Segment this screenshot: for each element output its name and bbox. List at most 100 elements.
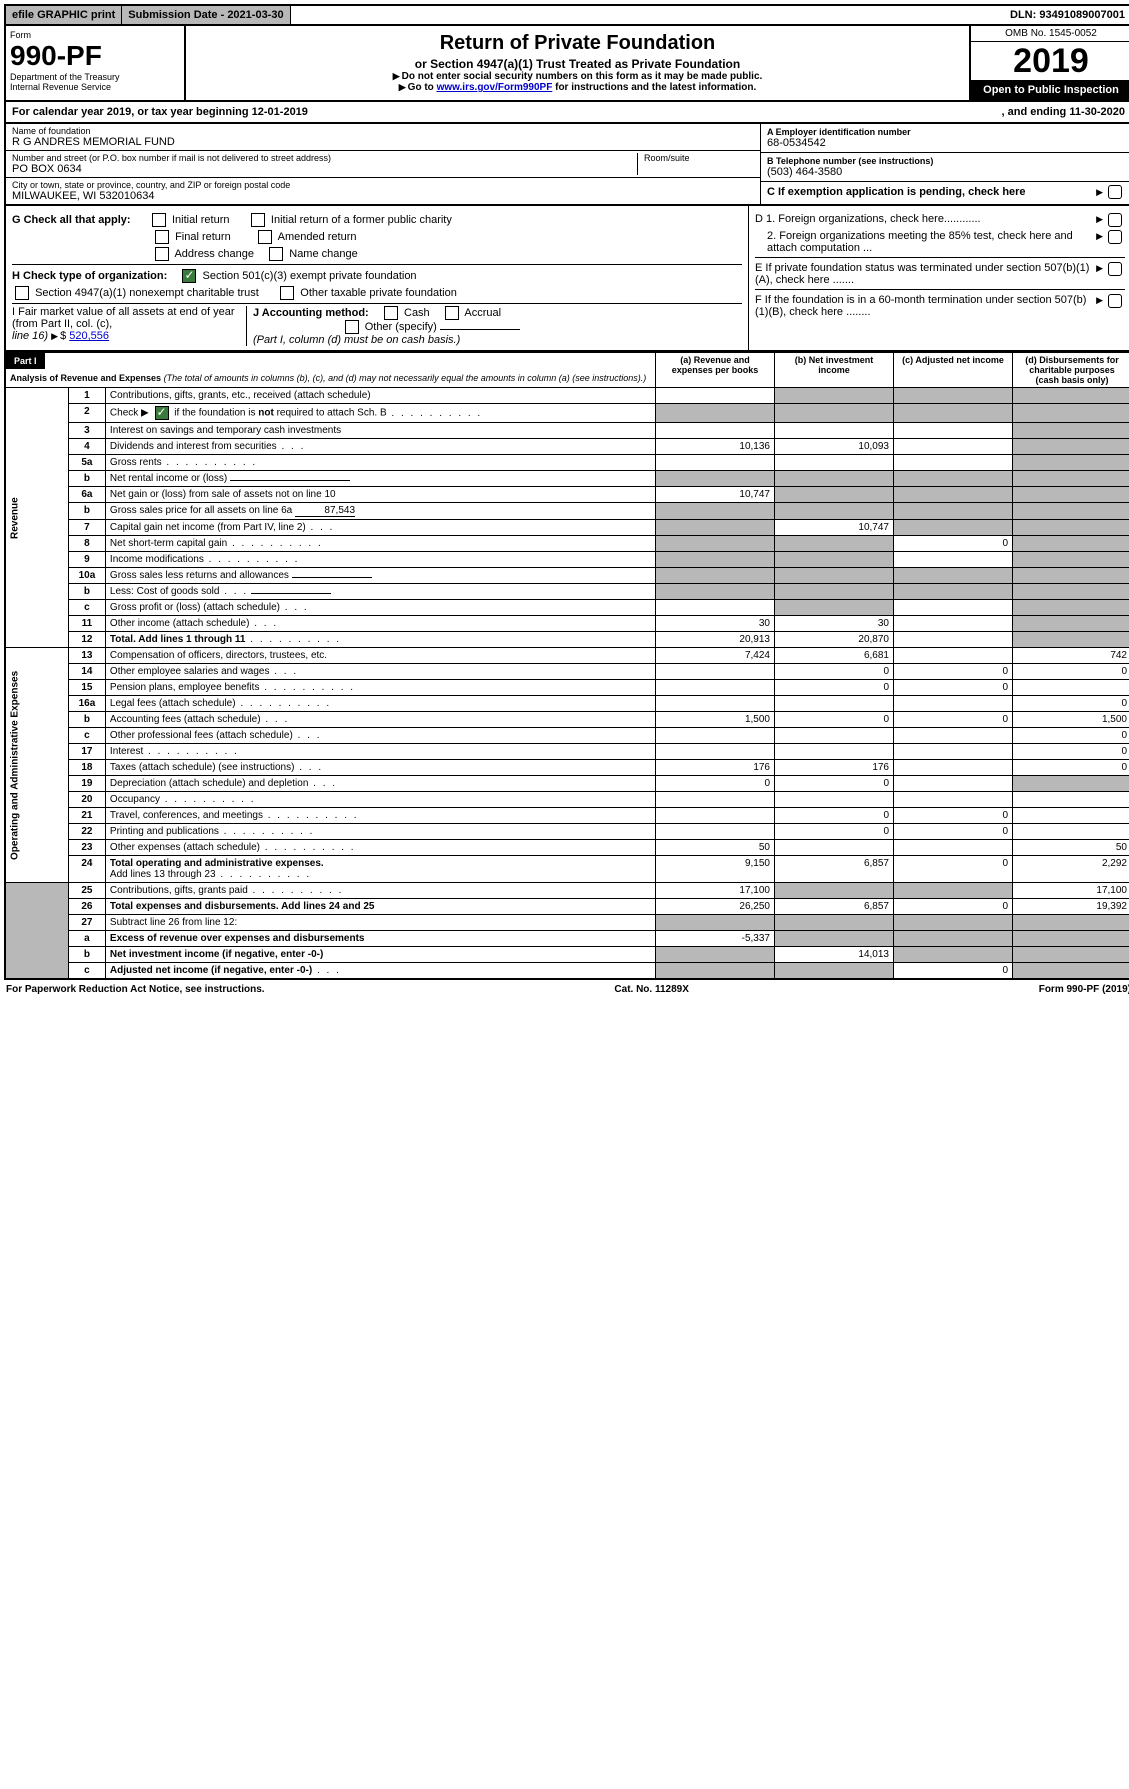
- page-footer: For Paperwork Reduction Act Notice, see …: [4, 980, 1129, 999]
- j-cash: Cash: [404, 307, 430, 319]
- e-checkbox[interactable]: [1108, 262, 1122, 276]
- g-addr-change: Address change: [174, 248, 254, 260]
- g-amended: Amended return: [278, 231, 357, 243]
- amended-checkbox[interactable]: [258, 230, 272, 244]
- table-row: 12Total. Add lines 1 through 1120,91320,…: [5, 632, 1129, 648]
- table-row: 3Interest on savings and temporary cash …: [5, 423, 1129, 439]
- table-row: cOther professional fees (attach schedul…: [5, 728, 1129, 744]
- h-501: Section 501(c)(3) exempt private foundat…: [203, 270, 417, 282]
- table-row: 14Other employee salaries and wages000: [5, 664, 1129, 680]
- tax-year: 2019: [971, 42, 1129, 80]
- omb-number: OMB No. 1545-0052: [971, 26, 1129, 42]
- initial-former-checkbox[interactable]: [251, 213, 265, 227]
- id-right: A Employer identification number 68-0534…: [760, 124, 1129, 204]
- final-checkbox[interactable]: [155, 230, 169, 244]
- efile-label: efile GRAPHIC print: [6, 6, 122, 24]
- table-row: 5aGross rents: [5, 455, 1129, 471]
- d1-label: D 1. Foreign organizations, check here..…: [755, 213, 1096, 227]
- arrow-icon: [1096, 294, 1105, 318]
- accrual-checkbox[interactable]: [445, 306, 459, 320]
- form-title: Return of Private Foundation: [194, 32, 961, 55]
- g-initial-former: Initial return of a former public charit…: [271, 214, 452, 226]
- addr-change-checkbox[interactable]: [155, 247, 169, 261]
- table-row: 9Income modifications: [5, 552, 1129, 568]
- section-g-left: G Check all that apply: Initial return I…: [6, 206, 749, 350]
- part1-title: Analysis of Revenue and Expenses: [10, 373, 161, 383]
- submission-date: Submission Date - 2021-03-30: [122, 6, 290, 24]
- table-row: 2Check ▶ if the foundation is not requir…: [5, 404, 1129, 423]
- cal-year-begin: For calendar year 2019, or tax year begi…: [12, 106, 1002, 118]
- i-label: I Fair market value of all assets at end…: [12, 306, 235, 330]
- top-bar: efile GRAPHIC print Submission Date - 20…: [4, 4, 1129, 26]
- f-label: F If the foundation is in a 60-month ter…: [755, 294, 1096, 318]
- h-4947: Section 4947(a)(1) nonexempt charitable …: [35, 287, 259, 299]
- addr-label: Number and street (or P.O. box number if…: [12, 153, 637, 163]
- irs-label: Internal Revenue Service: [10, 82, 180, 92]
- header-mid: Return of Private Foundation or Section …: [186, 26, 971, 100]
- table-row: 19Depreciation (attach schedule) and dep…: [5, 776, 1129, 792]
- table-row: bNet investment income (if negative, ent…: [5, 947, 1129, 963]
- table-row: 21Travel, conferences, and meetings00: [5, 808, 1129, 824]
- j-note: (Part I, column (d) must be on cash basi…: [253, 334, 460, 346]
- identity-block: Name of foundation R G ANDRES MEMORIAL F…: [4, 124, 1129, 206]
- open-inspection: Open to Public Inspection: [971, 80, 1129, 100]
- ein-label: A Employer identification number: [767, 127, 1125, 137]
- c-checkbox[interactable]: [1108, 185, 1122, 199]
- table-row: 26Total expenses and disbursements. Add …: [5, 899, 1129, 915]
- e-label: E If private foundation status was termi…: [755, 262, 1096, 286]
- ein-value: 68-0534542: [767, 137, 1125, 149]
- tel-value: (503) 464-3580: [767, 166, 1125, 178]
- sch-b-checkbox[interactable]: [155, 406, 169, 420]
- table-row: 10aGross sales less returns and allowanc…: [5, 568, 1129, 584]
- table-row: Revenue 1Contributions, gifts, grants, e…: [5, 388, 1129, 404]
- footer-right: Form 990-PF (2019): [1039, 984, 1129, 995]
- addr-value: PO BOX 0634: [12, 163, 637, 175]
- arrow-icon: [1096, 262, 1105, 286]
- arrow-icon: [1096, 213, 1105, 227]
- form-subtitle: or Section 4947(a)(1) Trust Treated as P…: [194, 57, 961, 71]
- col-b-head: (b) Net investment income: [775, 353, 894, 388]
- dept-label: Department of the Treasury: [10, 72, 180, 82]
- other-spec-checkbox[interactable]: [345, 320, 359, 334]
- instr-link[interactable]: www.irs.gov/Form990PF: [437, 82, 553, 93]
- name-change-checkbox[interactable]: [269, 247, 283, 261]
- i-amount[interactable]: 520,556: [69, 330, 109, 342]
- footer-mid: Cat. No. 11289X: [614, 984, 688, 995]
- table-row: 27Subtract line 26 from line 12:: [5, 915, 1129, 931]
- table-row: Operating and Administrative Expenses 13…: [5, 648, 1129, 664]
- col-c-head: (c) Adjusted net income: [894, 353, 1013, 388]
- instr2-pre: Go to: [408, 82, 437, 93]
- s4947-checkbox[interactable]: [15, 286, 29, 300]
- cash-checkbox[interactable]: [384, 306, 398, 320]
- part1-note: (The total of amounts in columns (b), (c…: [164, 373, 647, 383]
- table-row: 18Taxes (attach schedule) (see instructi…: [5, 760, 1129, 776]
- table-row: 8Net short-term capital gain0: [5, 536, 1129, 552]
- d2-checkbox[interactable]: [1108, 230, 1122, 244]
- city-value: MILWAUKEE, WI 532010634: [12, 190, 754, 202]
- initial-checkbox[interactable]: [152, 213, 166, 227]
- d1-checkbox[interactable]: [1108, 213, 1122, 227]
- table-row: cGross profit or (loss) (attach schedule…: [5, 600, 1129, 616]
- form-label: Form: [10, 30, 180, 40]
- table-row: 22Printing and publications00: [5, 824, 1129, 840]
- arrow-icon: [1096, 230, 1105, 254]
- part1-label: Part I: [6, 353, 45, 369]
- table-row: 6aNet gain or (loss) from sale of assets…: [5, 487, 1129, 503]
- other-tax-checkbox[interactable]: [280, 286, 294, 300]
- dln: DLN: 93491089007001: [1004, 6, 1129, 24]
- name-label: Name of foundation: [12, 126, 754, 136]
- col-a-head: (a) Revenue and expenses per books: [656, 353, 775, 388]
- header-left: Form 990-PF Department of the Treasury I…: [6, 26, 186, 100]
- table-row: 7Capital gain net income (from Part IV, …: [5, 520, 1129, 536]
- f-checkbox[interactable]: [1108, 294, 1122, 308]
- footer-left: For Paperwork Reduction Act Notice, see …: [6, 984, 265, 995]
- table-row: 24Total operating and administrative exp…: [5, 856, 1129, 883]
- h-other: Other taxable private foundation: [300, 287, 457, 299]
- section-g-right: D 1. Foreign organizations, check here..…: [749, 206, 1129, 350]
- table-row: 23Other expenses (attach schedule)5050: [5, 840, 1129, 856]
- table-row: 4Dividends and interest from securities1…: [5, 439, 1129, 455]
- h-label: H Check type of organization:: [12, 270, 167, 282]
- s501-checkbox[interactable]: [182, 269, 196, 283]
- form-number: 990-PF: [10, 40, 180, 72]
- table-row: bNet rental income or (loss): [5, 471, 1129, 487]
